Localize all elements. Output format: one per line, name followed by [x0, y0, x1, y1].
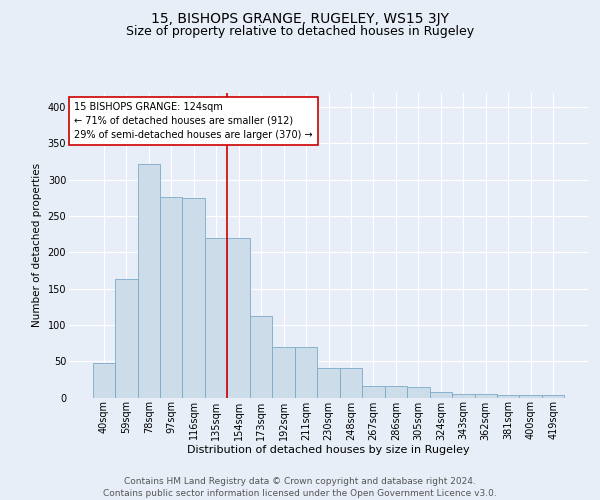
Bar — [182, 198, 205, 398]
Bar — [137, 164, 160, 398]
Bar — [227, 238, 250, 398]
Bar — [272, 346, 295, 398]
Text: 15, BISHOPS GRANGE, RUGELEY, WS15 3JY: 15, BISHOPS GRANGE, RUGELEY, WS15 3JY — [151, 12, 449, 26]
X-axis label: Distribution of detached houses by size in Rugeley: Distribution of detached houses by size … — [187, 445, 470, 455]
Bar — [92, 364, 115, 398]
Bar — [542, 396, 565, 398]
Bar — [160, 197, 182, 398]
Bar — [497, 394, 520, 398]
Bar — [452, 394, 475, 398]
Bar — [385, 386, 407, 398]
Bar — [295, 346, 317, 398]
Bar — [430, 392, 452, 398]
Bar — [205, 238, 227, 398]
Bar — [520, 394, 542, 398]
Y-axis label: Number of detached properties: Number of detached properties — [32, 163, 42, 327]
Bar — [250, 316, 272, 398]
Bar — [407, 386, 430, 398]
Bar — [317, 368, 340, 398]
Text: Contains HM Land Registry data © Crown copyright and database right 2024.
Contai: Contains HM Land Registry data © Crown c… — [103, 476, 497, 498]
Text: 15 BISHOPS GRANGE: 124sqm
← 71% of detached houses are smaller (912)
29% of semi: 15 BISHOPS GRANGE: 124sqm ← 71% of detac… — [74, 102, 313, 140]
Bar — [340, 368, 362, 398]
Bar — [475, 394, 497, 398]
Bar — [362, 386, 385, 398]
Text: Size of property relative to detached houses in Rugeley: Size of property relative to detached ho… — [126, 25, 474, 38]
Bar — [115, 279, 137, 398]
